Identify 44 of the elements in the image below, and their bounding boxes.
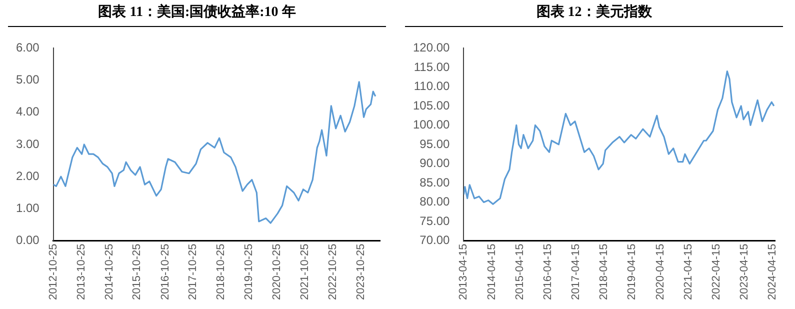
x-tick-label: 2016-10-25 xyxy=(159,244,172,300)
y-tick-label: 80.00 xyxy=(420,194,450,209)
chart-title: 图表 11：美国:国债收益率:10 年 xyxy=(97,2,297,22)
y-tick-label: 1.00 xyxy=(16,200,40,215)
x-tick-label: 2021-10-25 xyxy=(299,244,312,300)
x-tick-label: 2024-04-15 xyxy=(766,244,779,300)
chart-title: 图表 12：美元指数 xyxy=(535,2,653,22)
x-tick-label: 2012-10-25 xyxy=(47,244,60,300)
x-tick-label: 2020-10-25 xyxy=(271,244,284,300)
y-tick-label: 100.00 xyxy=(413,118,450,132)
x-tick-label: 2021-04-15 xyxy=(682,244,694,300)
y-tick-label: 105.00 xyxy=(413,98,450,112)
x-tick-label: 2018-10-25 xyxy=(215,244,228,300)
y-tick-label: 6.00 xyxy=(16,40,40,55)
x-tick-label: 2013-10-25 xyxy=(75,244,88,300)
x-tick-label: 2017-10-25 xyxy=(187,244,200,300)
y-tick-label: 120.00 xyxy=(413,40,450,55)
y-tick-label: 90.00 xyxy=(420,156,450,170)
y-tick-label: 115.00 xyxy=(414,60,450,74)
x-tick-label: 2023-10-25 xyxy=(354,244,367,300)
x-tick-label: 2013-04-15 xyxy=(458,244,470,300)
y-tick-label: 110.00 xyxy=(414,79,450,94)
x-tick-label: 2015-04-15 xyxy=(514,244,526,300)
x-tick-label: 2020-04-15 xyxy=(654,244,666,300)
y-tick-label: 85.00 xyxy=(420,175,450,190)
x-tick-label: 2022-10-25 xyxy=(327,244,340,300)
y-tick-label: 70.00 xyxy=(420,233,450,248)
y-tick-label: 5.00 xyxy=(16,72,40,87)
x-tick-label: 2014-10-25 xyxy=(103,244,116,300)
x-tick-label: 2019-10-25 xyxy=(243,244,256,300)
y-tick-label: 3.00 xyxy=(16,136,40,151)
x-tick-label: 2022-04-15 xyxy=(710,244,723,300)
x-tick-label: 2017-04-15 xyxy=(570,244,582,300)
x-tick-label: 2016-04-15 xyxy=(542,244,554,300)
x-tick-label: 2014-04-15 xyxy=(486,244,498,300)
y-tick-label: 2.00 xyxy=(16,168,40,183)
y-tick-label: 4.00 xyxy=(16,104,40,119)
y-tick-label: 95.00 xyxy=(420,136,450,151)
y-tick-label: 0.00 xyxy=(16,233,40,248)
x-tick-label: 2023-04-15 xyxy=(738,244,751,300)
y-tick-label: 75.00 xyxy=(420,214,450,228)
x-tick-label: 2019-04-15 xyxy=(626,244,638,300)
x-tick-label: 2015-10-25 xyxy=(131,244,144,300)
x-tick-label: 2018-04-15 xyxy=(598,244,610,300)
